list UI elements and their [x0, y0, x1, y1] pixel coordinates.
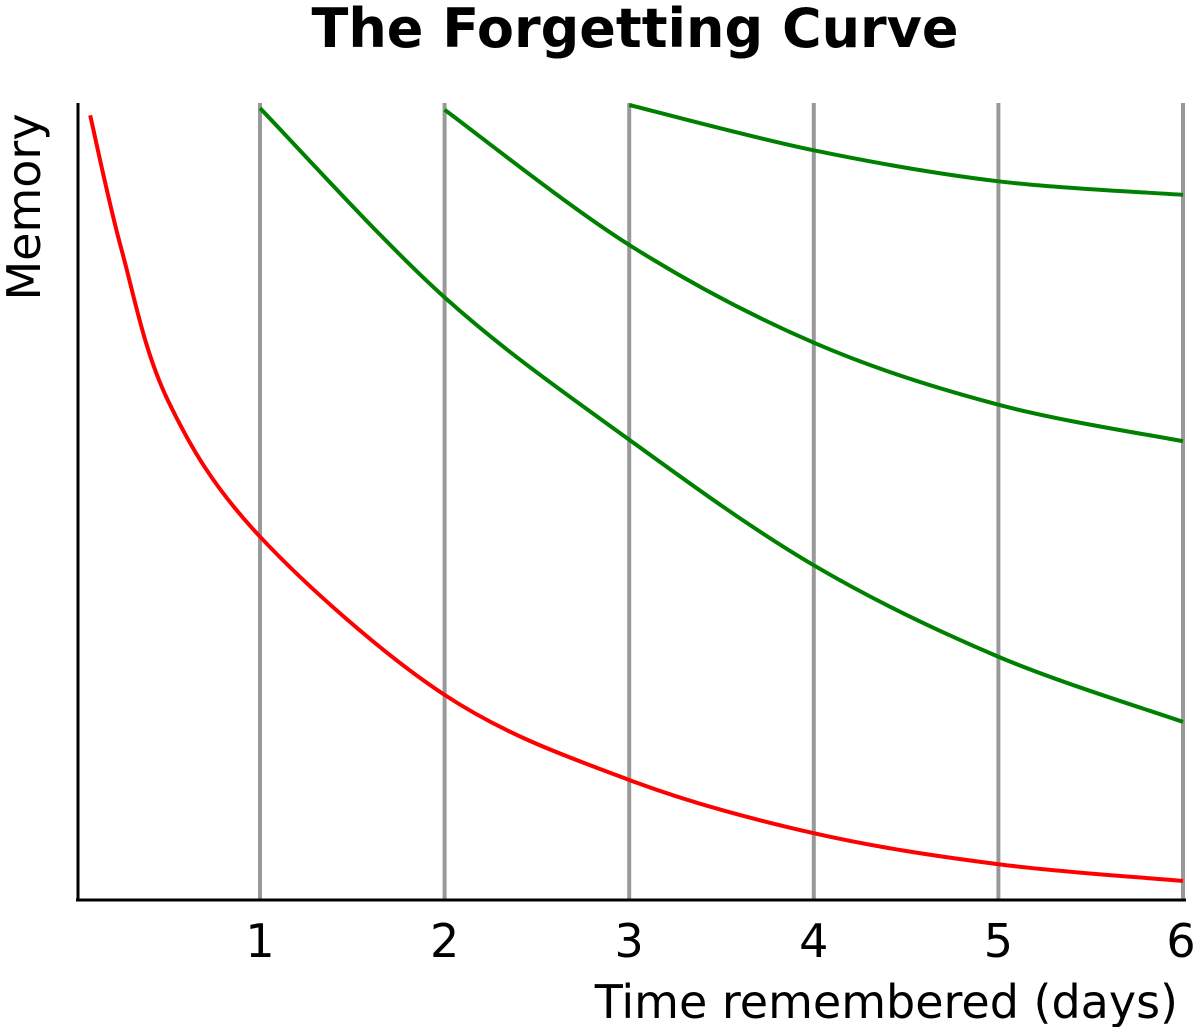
x-tick-label: 1 — [245, 914, 274, 968]
series-group — [88, 103, 1184, 883]
chart-title: The Forgetting Curve — [312, 0, 959, 60]
x-tick-labels: 1 2 3 4 5 6 — [245, 914, 1195, 968]
x-tick-label: 2 — [430, 914, 459, 968]
gridlines — [258, 103, 1185, 900]
initial-forgetting-curve — [88, 114, 1184, 883]
x-axis-label: Time remembered (days) — [594, 975, 1178, 1027]
review-curve-2 — [443, 108, 1184, 444]
x-tick-label: 3 — [615, 914, 644, 968]
review-curve-1 — [258, 106, 1184, 724]
x-tick-label: 5 — [984, 914, 1013, 968]
x-tick-label: 4 — [799, 914, 828, 968]
x-tick-label: 6 — [1166, 914, 1195, 968]
y-axis-label: Memory — [0, 113, 51, 300]
review-curve-3 — [628, 103, 1184, 197]
